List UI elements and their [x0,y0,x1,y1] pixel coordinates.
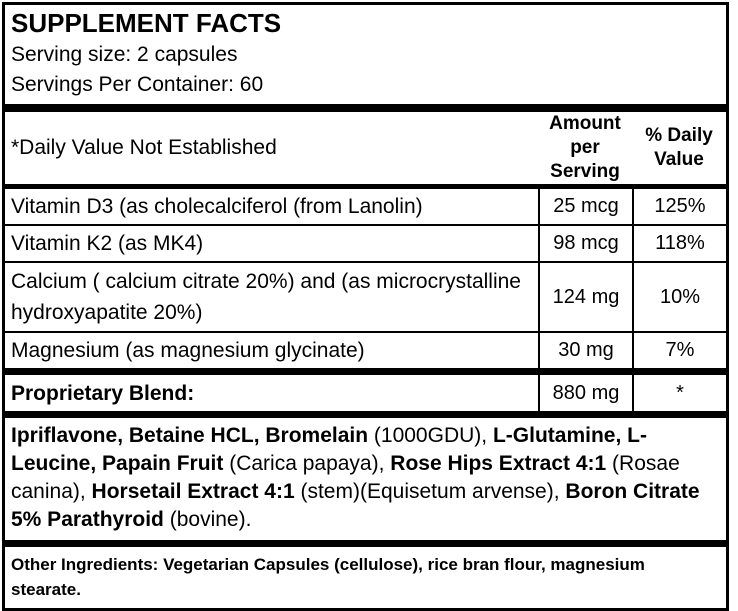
nutrient-name: Vitamin D3 (as cholecalciferol (from Lan… [5,189,538,224]
proprietary-blend-amount: 880 mg [538,375,632,411]
blend-segment: (stem)(Equisetum arvense), [300,480,566,503]
section-divider-thick [5,104,726,112]
nutrient-daily-value: 125% [632,189,726,224]
amount-header-line1: Amount [549,113,621,134]
nutrient-name-text: Vitamin D3 (as cholecalciferol (from Lan… [11,195,423,218]
nutrient-amount: 124 mg [538,263,632,331]
table-row: Magnesium (as magnesium glycinate) 30 mg… [5,331,726,368]
blend-ingredients-paragraph: Ipriflavone, Betaine HCL, Bromelain (100… [5,418,726,540]
blend-segment: (Carica papaya), [229,452,391,475]
blend-segment: L-Glutamine, L-Leucine, Papain Fruit [11,424,647,475]
serving-size-line: Serving size: 2 capsules [11,43,238,66]
header-divider-medium [5,184,726,189]
dv-header-line1: % Daily [645,125,713,146]
nutrient-daily-value: 118% [632,226,726,261]
table-row: Vitamin K2 (as MK4) 98 mcg 118% [5,224,726,261]
servings-per-container-line: Servings Per Container: 60 [11,73,264,96]
nutrient-name: Vitamin K2 (as MK4) [5,226,538,261]
nutrient-daily-value: 7% [632,333,726,368]
blend-segment: Horsetail Extract 4:1 [91,480,301,503]
other-ingredients-paragraph: Other Ingredients: Vegetarian Capsules (… [11,555,645,599]
amount-header-line2: per Serving [550,137,620,182]
column-header-daily-value: % Daily Value [632,124,726,172]
panel-title: SUPPLEMENT FACTS [11,8,282,38]
table-row: Vitamin D3 (as cholecalciferol (from Lan… [5,189,726,224]
blend-segment: Ipriflavone, Betaine HCL, Bromelain [11,424,374,447]
nutrient-name: Calcium ( calcium citrate 20%) and (as m… [5,263,538,331]
section-divider-thick [5,368,726,375]
proprietary-blend-name-text: Proprietary Blend: [11,381,195,405]
nutrient-daily-value: 10% [632,263,726,331]
column-header-amount: Amount per Serving [538,112,632,184]
section-divider-thick [5,540,726,547]
blend-segment: (Rosae canina), [11,452,680,503]
blend-segment: (bovine). [169,508,252,531]
dv-header-line2: Value [654,149,704,170]
top-section: SUPPLEMENT FACTS Serving size: 2 capsule… [5,5,726,104]
nutrient-name-text: Magnesium (as magnesium glycinate) [11,339,365,362]
blend-segment: Rose Hips Extract 4:1 [390,452,613,475]
nutrient-amount: 30 mg [538,333,632,368]
blend-segment: Boron Citrate 5% Parathyroid [11,480,700,531]
proprietary-blend-name: Proprietary Blend: [5,375,538,411]
nutrient-amount: 25 mcg [538,189,632,224]
nutrient-name-text: Calcium ( calcium citrate 20%) and (as m… [11,270,521,324]
proprietary-blend-row: Proprietary Blend: 880 mg * [5,375,726,411]
nutrient-name: Magnesium (as magnesium glycinate) [5,333,538,368]
table-row: Calcium ( calcium citrate 20%) and (as m… [5,261,726,331]
table-header-row: *Daily Value Not Established Amount per S… [5,112,726,184]
blend-segment: (1000GDU), [373,424,493,447]
nutrient-name-text: Vitamin K2 (as MK4) [11,232,204,255]
daily-value-note: *Daily Value Not Established [11,136,277,159]
proprietary-blend-daily-value: * [632,375,726,411]
section-divider-thick [5,411,726,418]
nutrient-amount: 98 mcg [538,226,632,261]
